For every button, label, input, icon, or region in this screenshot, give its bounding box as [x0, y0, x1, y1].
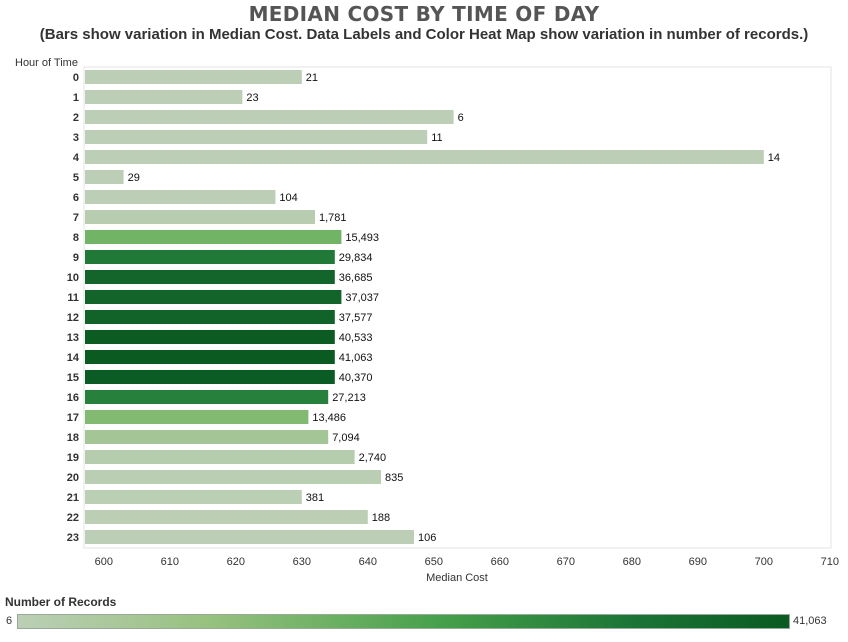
bar-chart: Hour of Time Median Cost 0 21 1 23 2 6 3 11 4 14 5…	[15, 57, 839, 584]
y-tick-label-21: 21	[67, 492, 79, 504]
x-tick-label-630: 630	[293, 556, 311, 568]
bar-hour-23[interactable]	[85, 530, 414, 544]
y-tick-label-14: 14	[67, 352, 80, 364]
y-tick-label-17: 17	[67, 412, 79, 424]
y-tick-label-19: 19	[67, 452, 79, 464]
data-label-hour-2: 6	[458, 112, 464, 124]
x-tick-label-650: 650	[425, 556, 443, 568]
legend-max-label: 41,063	[793, 615, 827, 627]
data-label-hour-7: 1,781	[319, 212, 347, 224]
bar-hour-21[interactable]	[85, 490, 302, 504]
data-label-hour-17: 13,486	[312, 412, 346, 424]
x-tick-label-620: 620	[227, 556, 245, 568]
bar-hour-10[interactable]	[85, 270, 335, 284]
data-label-hour-11: 37,037	[345, 292, 379, 304]
bar-hour-22[interactable]	[85, 510, 368, 524]
bar-hour-14[interactable]	[85, 350, 335, 364]
bar-hour-11[interactable]	[85, 290, 342, 304]
bar-hour-2[interactable]	[85, 110, 454, 124]
data-label-hour-8: 15,493	[345, 232, 379, 244]
data-label-hour-10: 36,685	[339, 272, 373, 284]
y-tick-label-10: 10	[67, 272, 79, 284]
bar-hour-7[interactable]	[85, 210, 315, 224]
chart-title: MEDIAN COST BY TIME OF DAY	[248, 2, 600, 26]
x-tick-label-710: 710	[821, 556, 839, 568]
y-tick-label-22: 22	[67, 512, 79, 524]
data-label-hour-0: 21	[306, 72, 318, 84]
y-tick-label-0: 0	[73, 72, 79, 84]
bar-hour-6[interactable]	[85, 190, 276, 204]
y-tick-label-4: 4	[73, 152, 80, 164]
bar-hour-0[interactable]	[85, 70, 302, 84]
bar-hour-4[interactable]	[85, 150, 764, 164]
data-label-hour-19: 2,740	[359, 452, 387, 464]
data-label-hour-12: 37,577	[339, 312, 373, 324]
x-tick-label-640: 640	[359, 556, 377, 568]
y-tick-label-16: 16	[67, 392, 79, 404]
data-label-hour-5: 29	[128, 172, 140, 184]
data-label-hour-21: 381	[306, 492, 324, 504]
x-tick-label-680: 680	[623, 556, 641, 568]
y-tick-label-2: 2	[73, 112, 79, 124]
bar-hour-15[interactable]	[85, 370, 335, 384]
legend-color-ramp	[17, 614, 790, 629]
bar-hour-16[interactable]	[85, 390, 329, 404]
data-label-hour-15: 40,370	[339, 372, 373, 384]
y-tick-label-18: 18	[67, 432, 79, 444]
y-tick-label-23: 23	[67, 532, 79, 544]
data-label-hour-6: 104	[279, 192, 297, 204]
y-tick-label-5: 5	[73, 172, 79, 184]
bar-hour-13[interactable]	[85, 330, 335, 344]
y-tick-label-8: 8	[73, 232, 79, 244]
bar-hour-9[interactable]	[85, 250, 335, 264]
bar-hour-3[interactable]	[85, 130, 428, 144]
plot-frame	[83, 66, 832, 549]
x-axis-ticks: 600 610 620 630 640 650 660 670 680 690 700 710	[95, 556, 839, 568]
legend-min-label: 6	[6, 615, 13, 627]
legend-title: Number of Records	[5, 595, 117, 609]
x-axis-title: Median Cost	[426, 572, 488, 584]
y-tick-label-6: 6	[73, 192, 79, 204]
data-label-hour-18: 7,094	[332, 432, 360, 444]
x-tick-label-600: 600	[95, 556, 113, 568]
data-label-hour-3: 11	[431, 132, 442, 144]
bars-group: 0 21 1 23 2 6 3 11 4 14 5 29 6 104 7 1,781 8 15,493 9 29,83…	[67, 70, 780, 544]
bar-hour-5[interactable]	[85, 170, 124, 184]
y-tick-label-12: 12	[67, 312, 79, 324]
y-tick-label-7: 7	[73, 212, 79, 224]
y-tick-label-1: 1	[73, 92, 79, 104]
data-label-hour-16: 27,213	[332, 392, 366, 404]
bar-hour-17[interactable]	[85, 410, 309, 424]
y-tick-label-20: 20	[67, 472, 79, 484]
data-label-hour-13: 40,533	[339, 332, 373, 344]
x-tick-label-670: 670	[557, 556, 575, 568]
bar-hour-18[interactable]	[85, 430, 329, 444]
y-tick-label-11: 11	[67, 292, 79, 304]
y-axis-title: Hour of Time	[15, 57, 78, 69]
chart-subtitle: (Bars show variation in Median Cost. Dat…	[39, 26, 809, 43]
data-label-hour-9: 29,834	[339, 252, 373, 264]
x-tick-label-690: 690	[689, 556, 707, 568]
data-label-hour-22: 188	[372, 512, 390, 524]
y-tick-label-3: 3	[73, 132, 79, 144]
bar-hour-8[interactable]	[85, 230, 342, 244]
x-tick-label-610: 610	[161, 556, 179, 568]
x-tick-label-660: 660	[491, 556, 509, 568]
y-tick-label-15: 15	[67, 372, 79, 384]
data-label-hour-1: 23	[246, 92, 258, 104]
bar-hour-12[interactable]	[85, 310, 335, 324]
data-label-hour-20: 835	[385, 472, 403, 484]
bar-hour-1[interactable]	[85, 90, 243, 104]
bar-hour-19[interactable]	[85, 450, 355, 464]
y-tick-label-13: 13	[67, 332, 79, 344]
y-tick-label-9: 9	[73, 252, 79, 264]
x-tick-label-700: 700	[755, 556, 773, 568]
data-label-hour-14: 41,063	[339, 352, 373, 364]
bar-hour-20[interactable]	[85, 470, 381, 484]
data-label-hour-23: 106	[418, 532, 436, 544]
data-label-hour-4: 14	[768, 152, 780, 164]
